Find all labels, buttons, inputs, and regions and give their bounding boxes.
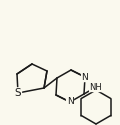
Text: N: N — [82, 72, 88, 82]
Text: NH: NH — [90, 82, 102, 92]
Text: S: S — [15, 88, 21, 98]
Text: N: N — [67, 98, 73, 106]
